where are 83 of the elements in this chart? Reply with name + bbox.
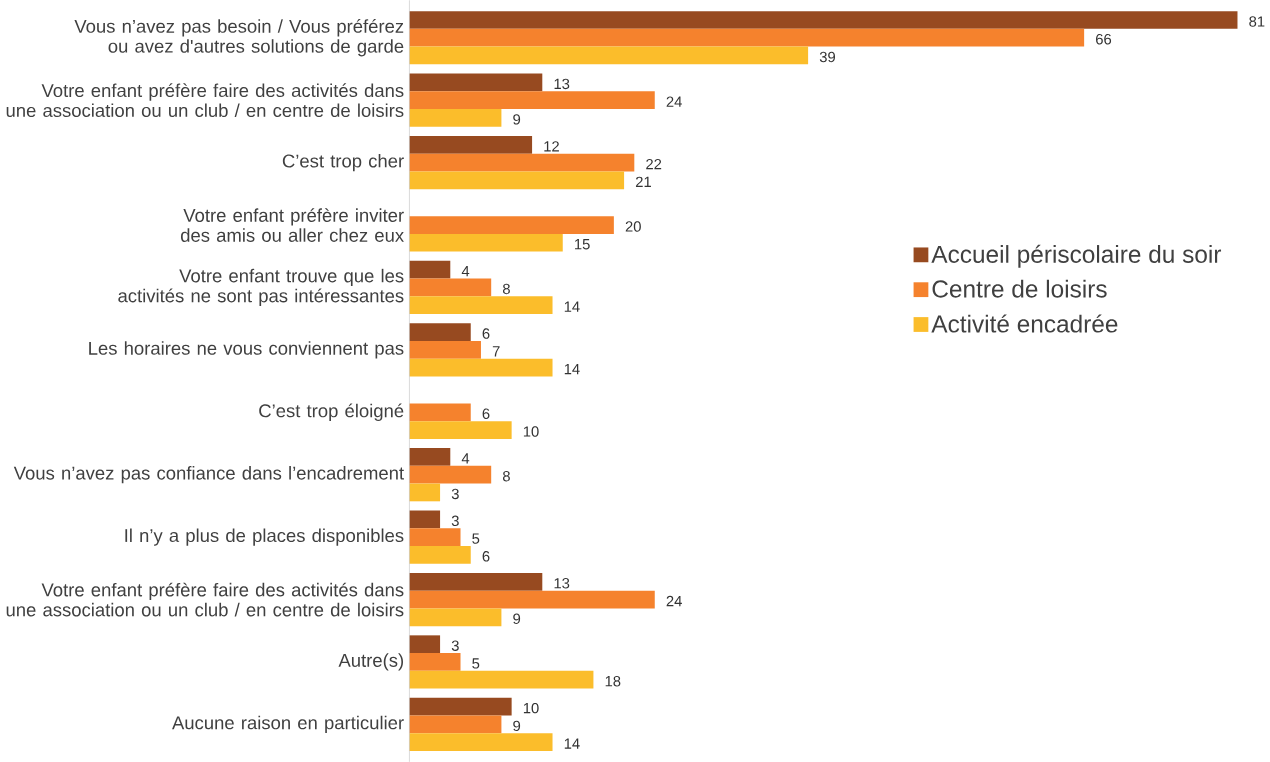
bar xyxy=(409,260,451,279)
legend-label: Centre de loisirs xyxy=(932,279,1107,298)
bar xyxy=(409,733,553,751)
y-tick-label: C’est trop cher xyxy=(282,153,404,172)
bar xyxy=(409,340,481,359)
data-label: 81 xyxy=(1249,16,1265,27)
y-tick-label: Autre(s) xyxy=(338,653,404,671)
bar xyxy=(409,403,471,422)
data-label: 13 xyxy=(554,78,570,90)
bar xyxy=(409,278,492,297)
data-label: 24 xyxy=(666,595,682,607)
bar xyxy=(409,510,441,529)
y-tick-label: Votre enfant trouve que les activités ne sont pas intéressantes xyxy=(118,268,404,306)
bar xyxy=(409,715,502,734)
data-label: 3 xyxy=(451,515,459,527)
data-label: 9 xyxy=(513,114,521,125)
bar xyxy=(409,358,553,377)
y-tick-label: Aucune raison en particulier xyxy=(172,715,404,733)
y-tick-label: Les horaires ne vous conviennent pas xyxy=(89,341,404,359)
data-label: 14 xyxy=(564,363,580,375)
bar xyxy=(409,545,471,564)
bar xyxy=(409,216,614,234)
data-label: 9 xyxy=(513,720,521,732)
y-tick-label: Vous n’avez pas confiance dans l’encadrement xyxy=(13,466,404,484)
y-tick-label: Vous n’avez pas besoin / Vous préférez ou avez d'autres solutions de garde xyxy=(74,18,404,57)
bar xyxy=(409,528,461,546)
bar xyxy=(409,296,553,314)
data-label: 21 xyxy=(635,176,651,187)
data-label: 10 xyxy=(523,426,539,437)
data-label: 6 xyxy=(482,328,490,339)
bar xyxy=(409,653,461,671)
bar xyxy=(409,73,543,92)
bar xyxy=(409,635,441,654)
bar xyxy=(409,465,492,484)
bar xyxy=(409,697,512,716)
y-tick-label: Votre enfant préfère faire des activités dans une association ou un club / en centre de loisirs xyxy=(6,582,404,617)
legend-label: Activité encadrée xyxy=(931,314,1118,333)
data-label: 5 xyxy=(472,533,480,544)
data-label: 18 xyxy=(605,675,621,687)
data-label: 39 xyxy=(819,51,836,63)
bar xyxy=(409,323,471,341)
data-label: 66 xyxy=(1096,33,1112,45)
bar xyxy=(409,108,502,127)
bar xyxy=(409,171,625,190)
y-tick-label: Il n’y a plus de places disponibles xyxy=(125,528,404,546)
bar xyxy=(409,153,635,172)
data-label: 10 xyxy=(523,702,539,714)
bar xyxy=(409,91,655,109)
bar xyxy=(409,28,1085,47)
bar xyxy=(409,590,655,609)
data-label: 14 xyxy=(564,738,580,749)
data-label: 20 xyxy=(625,221,641,232)
y-tick-label: Votre enfant préfère faire des activités dans une association ou un club / en centre de loisirs xyxy=(6,83,404,117)
bar xyxy=(409,448,451,466)
data-label: 6 xyxy=(482,408,490,419)
data-label: 12 xyxy=(544,141,559,152)
data-label: 6 xyxy=(482,551,490,562)
bar xyxy=(409,608,502,627)
data-label: 8 xyxy=(502,470,510,482)
data-label: 3 xyxy=(451,640,459,651)
data-label: 24 xyxy=(666,96,682,107)
y-tick-label: Votre enfant préfère inviter des amis ou aller chez eux xyxy=(180,208,404,242)
data-label: 22 xyxy=(646,158,662,170)
data-label: 3 xyxy=(451,488,459,500)
data-label: 4 xyxy=(461,453,470,464)
data-label: 4 xyxy=(461,266,470,277)
data-label: 13 xyxy=(554,577,570,589)
legend-label: Accueil périscolaire du soir xyxy=(931,244,1222,268)
bar xyxy=(409,11,1238,29)
bar xyxy=(409,670,594,689)
data-label: 14 xyxy=(564,301,580,312)
y-tick-label: C’est trop éloigné xyxy=(259,403,404,421)
data-label: 9 xyxy=(513,613,521,624)
data-label: 8 xyxy=(502,283,510,295)
bar xyxy=(409,233,563,252)
bar xyxy=(409,572,543,591)
bar xyxy=(409,135,533,154)
bar xyxy=(409,46,809,65)
bar xyxy=(409,483,441,502)
data-label: 7 xyxy=(492,346,500,357)
data-label: 15 xyxy=(575,239,590,250)
data-label: 5 xyxy=(472,658,480,669)
bar xyxy=(409,421,512,439)
